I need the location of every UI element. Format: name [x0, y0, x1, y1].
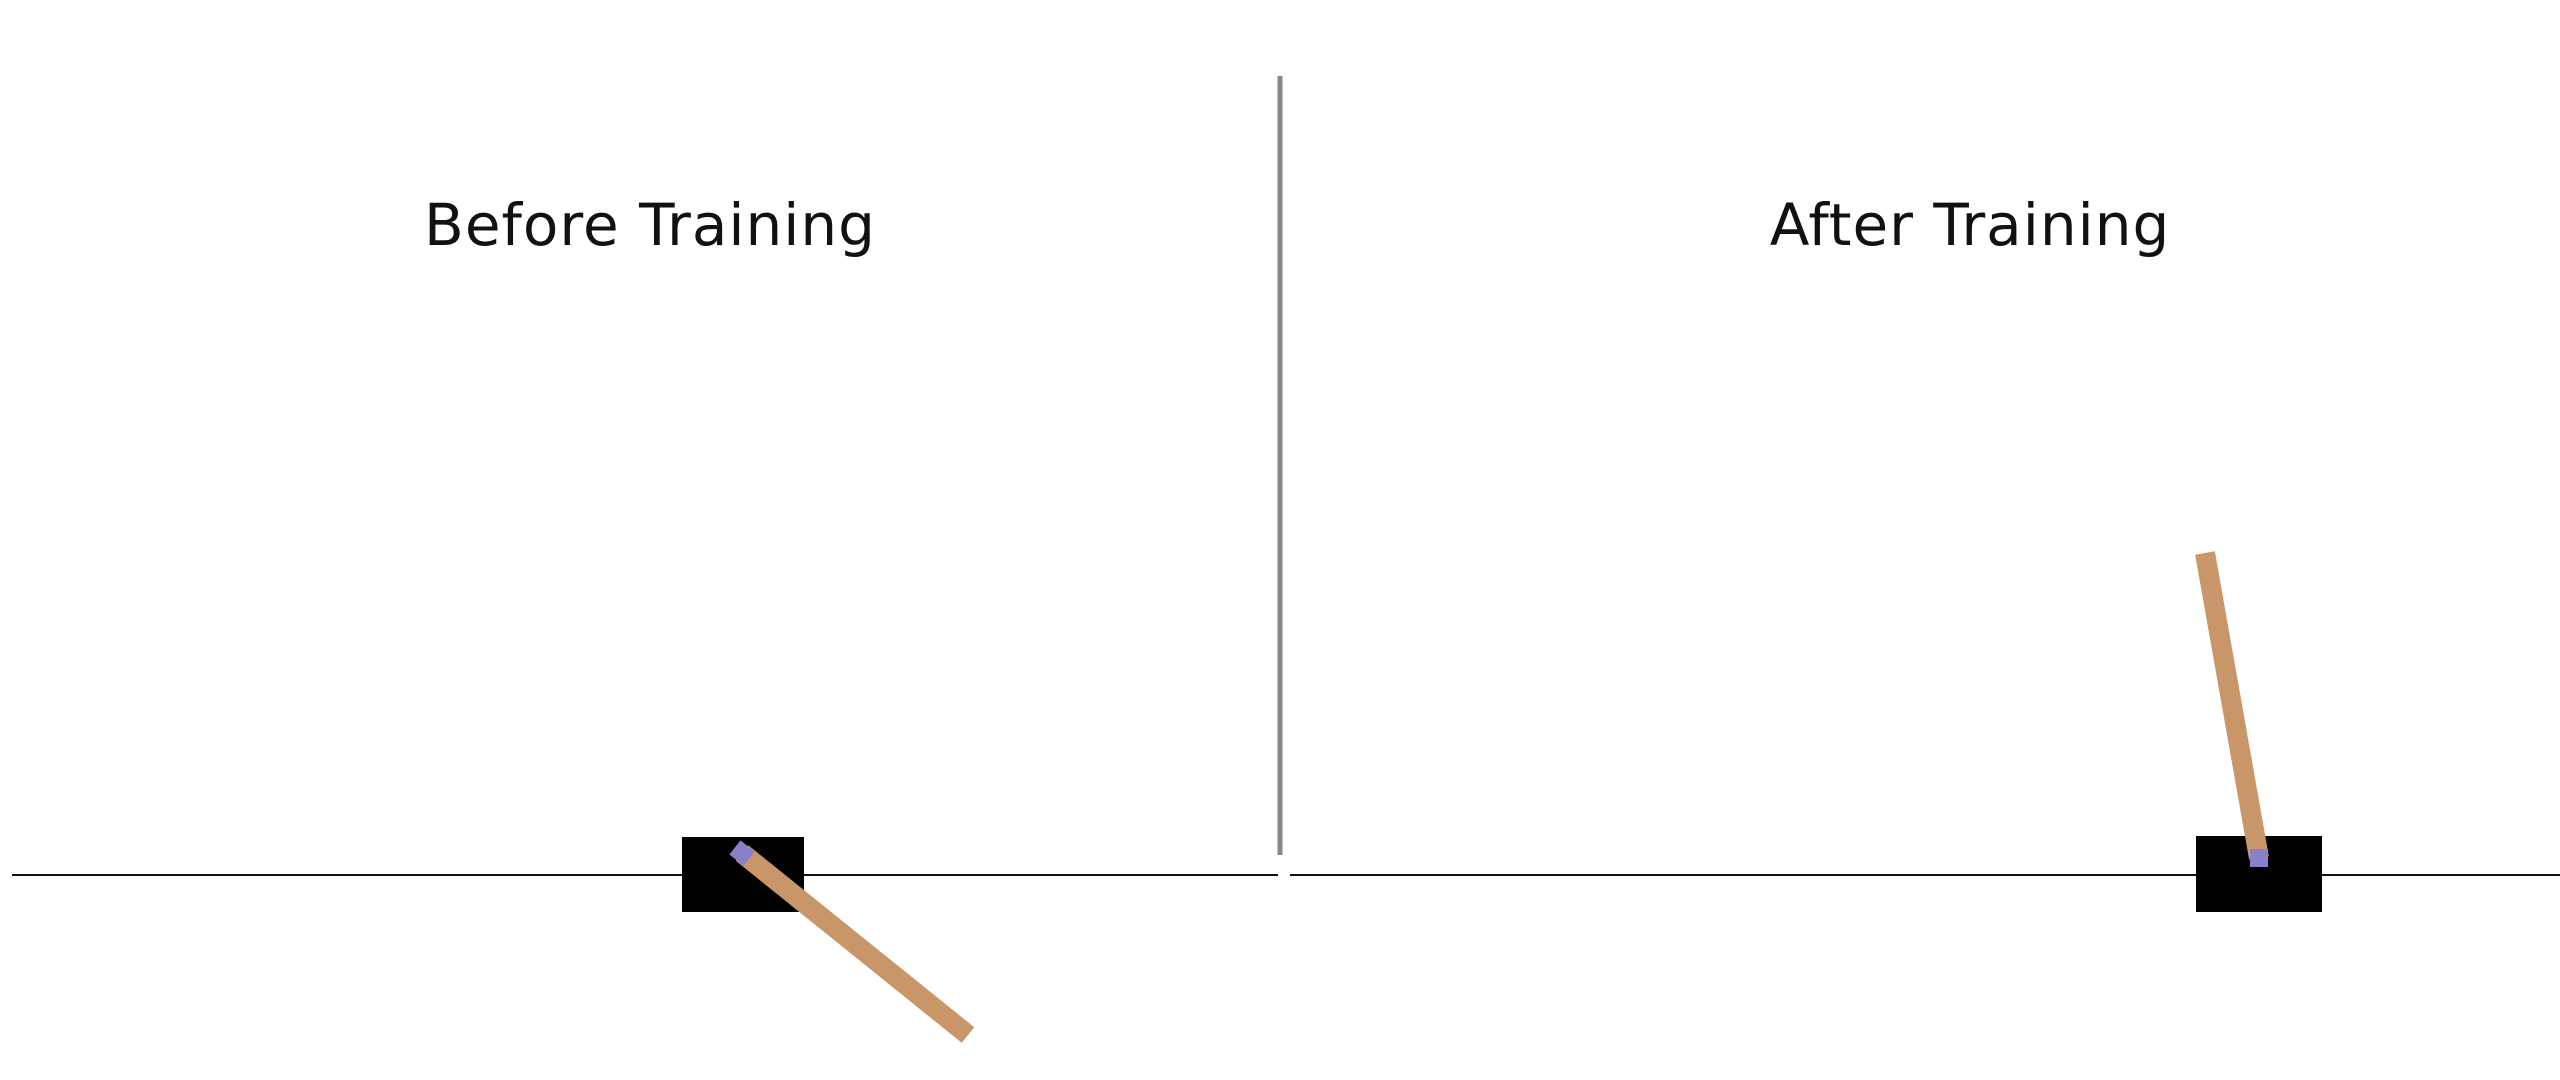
before-pole [735, 845, 975, 1043]
before-axle [729, 840, 755, 866]
after-axle [2250, 849, 2268, 867]
after-pole [2195, 551, 2269, 860]
before-training-panel [12, 837, 1278, 1043]
after-training-title: After Training [1769, 191, 2171, 259]
before-training-title: Before Training [424, 191, 876, 259]
after-training-panel [1290, 551, 2560, 912]
